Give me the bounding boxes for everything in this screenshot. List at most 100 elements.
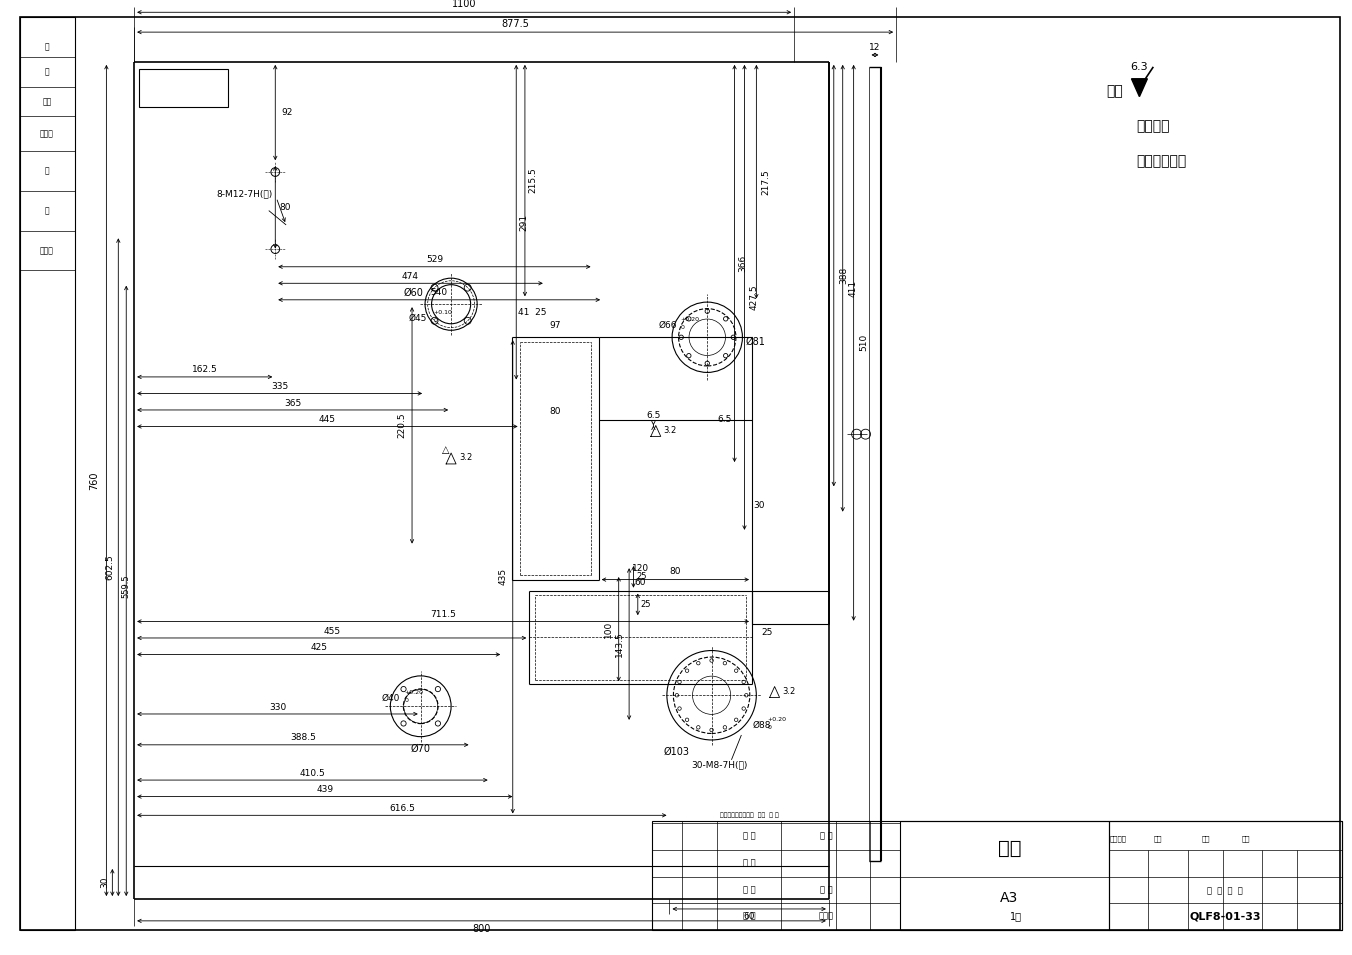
Text: 审 核: 审 核 <box>744 859 756 867</box>
Polygon shape <box>650 426 661 436</box>
Text: Ø81: Ø81 <box>745 337 765 348</box>
Text: +0.10: +0.10 <box>434 310 453 315</box>
Text: QLF8-01-33: QLF8-01-33 <box>1188 911 1260 922</box>
Text: 616.5: 616.5 <box>389 804 415 813</box>
Text: 220.5: 220.5 <box>397 413 407 438</box>
Text: 80: 80 <box>669 567 681 576</box>
Text: 期数化: 期数化 <box>41 246 54 255</box>
Text: 559.5: 559.5 <box>122 574 131 598</box>
Text: 877.5: 877.5 <box>502 19 529 30</box>
Text: 455: 455 <box>323 626 341 635</box>
Text: 330: 330 <box>269 703 287 711</box>
Text: 3.2: 3.2 <box>664 426 677 435</box>
Text: 335: 335 <box>270 382 288 391</box>
Text: +0.20: +0.20 <box>768 717 787 722</box>
Text: 其余: 其余 <box>1107 85 1124 98</box>
Text: Ø45: Ø45 <box>408 313 427 323</box>
Polygon shape <box>446 453 456 464</box>
Text: 215.5: 215.5 <box>529 168 537 194</box>
Text: 30-M8-7H(通): 30-M8-7H(通) <box>692 760 748 770</box>
Text: 427.5: 427.5 <box>750 285 758 310</box>
Polygon shape <box>769 687 780 697</box>
Text: 0: 0 <box>768 725 772 730</box>
Text: 60: 60 <box>635 578 646 587</box>
Text: 411: 411 <box>848 280 857 297</box>
Text: 12: 12 <box>869 43 880 52</box>
Text: 439: 439 <box>316 785 334 795</box>
Text: 366: 366 <box>738 255 748 272</box>
Text: 数量: 数量 <box>1155 836 1163 842</box>
Text: 291: 291 <box>519 214 529 231</box>
Bar <box>652 821 1343 930</box>
Text: 25: 25 <box>641 600 650 609</box>
Polygon shape <box>1132 78 1148 96</box>
Text: 比例: 比例 <box>1241 836 1249 842</box>
Text: 25: 25 <box>637 572 646 582</box>
Text: 800: 800 <box>472 923 491 934</box>
Text: 台板: 台板 <box>998 839 1021 859</box>
Text: +0.20: +0.20 <box>680 317 699 323</box>
Text: 6.3: 6.3 <box>1130 62 1148 72</box>
Text: 描 图: 描 图 <box>744 885 756 894</box>
Bar <box>900 821 1109 930</box>
Text: 设 计: 设 计 <box>744 912 756 921</box>
Text: 8-M12-7H(通): 8-M12-7H(通) <box>216 190 273 199</box>
Text: 3.2: 3.2 <box>783 687 796 696</box>
Text: 100: 100 <box>604 621 614 638</box>
Text: 25: 25 <box>761 628 772 637</box>
Text: 日 期: 日 期 <box>819 832 833 840</box>
Text: 锐边倒鍄: 锐边倒鍄 <box>1137 119 1169 134</box>
Text: 外表刷防锈漆: 外表刷防锈漆 <box>1137 154 1187 168</box>
Text: 435: 435 <box>499 568 507 585</box>
Text: +0.20: +0.20 <box>404 690 423 695</box>
Text: A3: A3 <box>1000 891 1018 905</box>
Text: 410.5: 410.5 <box>300 769 326 777</box>
Text: 图: 图 <box>45 206 49 215</box>
Text: 602.5: 602.5 <box>105 554 115 580</box>
Text: 97: 97 <box>549 321 561 329</box>
Text: 217.5: 217.5 <box>761 169 771 195</box>
Text: 1100: 1100 <box>452 0 476 10</box>
Text: Ø88: Ø88 <box>753 720 771 730</box>
Text: 重量: 重量 <box>1202 836 1210 842</box>
Text: 41  25: 41 25 <box>518 308 546 317</box>
Text: Ø66: Ø66 <box>658 321 676 329</box>
Text: 共  张  第  张: 共 张 第 张 <box>1207 886 1242 895</box>
Text: 711.5: 711.5 <box>430 610 456 619</box>
Text: 388.5: 388.5 <box>289 733 316 742</box>
Text: 标记处数更改文件号  签字  日 期: 标记处数更改文件号 签字 日 期 <box>721 813 779 817</box>
Text: 0: 0 <box>680 326 684 330</box>
Text: Ø60: Ø60 <box>403 287 423 297</box>
Text: 365: 365 <box>284 398 301 408</box>
Text: 3.2: 3.2 <box>460 454 472 462</box>
Text: 60: 60 <box>744 912 754 922</box>
Text: 143.5: 143.5 <box>615 631 623 657</box>
Text: 760: 760 <box>89 471 100 490</box>
Text: 92: 92 <box>281 108 293 117</box>
Bar <box>20 17 74 930</box>
Text: 0: 0 <box>404 698 408 703</box>
Text: 425: 425 <box>310 643 327 652</box>
Text: 0: 0 <box>434 318 438 323</box>
Text: △: △ <box>442 445 450 455</box>
Text: 474: 474 <box>402 272 419 281</box>
Text: 6.5: 6.5 <box>718 415 731 424</box>
Text: 字: 字 <box>45 67 49 76</box>
Bar <box>1109 821 1343 930</box>
Text: 80: 80 <box>549 408 561 416</box>
Text: 图纸号: 图纸号 <box>41 130 54 138</box>
Text: 388: 388 <box>840 267 848 285</box>
Text: 工 艺: 工 艺 <box>744 832 756 840</box>
Text: 1件: 1件 <box>1010 911 1022 922</box>
Text: 162.5: 162.5 <box>192 366 218 374</box>
Text: 445: 445 <box>319 415 335 424</box>
Text: 529: 529 <box>426 255 443 265</box>
Text: 30: 30 <box>753 500 765 510</box>
Text: 6.5: 6.5 <box>646 411 660 420</box>
Text: 120: 120 <box>631 564 649 573</box>
Text: 图样标记: 图样标记 <box>1110 836 1128 842</box>
Text: Ø70: Ø70 <box>411 744 431 753</box>
Text: 图: 图 <box>45 43 49 52</box>
Text: 标准化: 标准化 <box>818 912 833 921</box>
Text: 80: 80 <box>280 202 291 212</box>
